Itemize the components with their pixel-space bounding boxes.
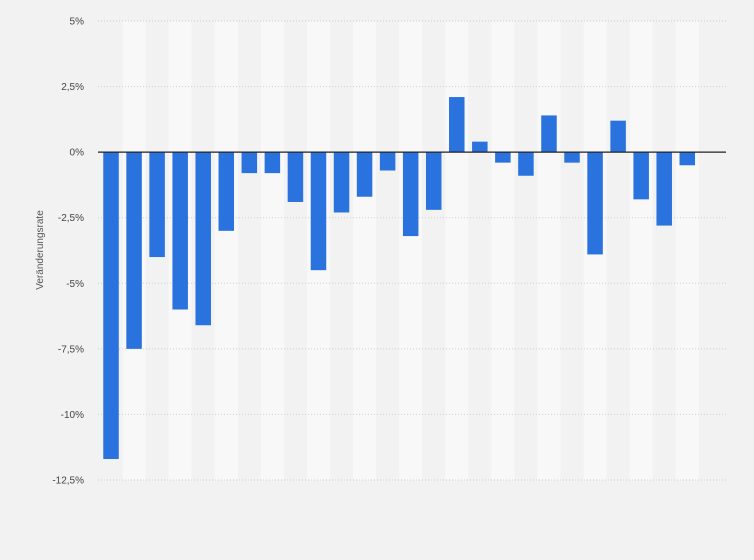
bar — [656, 152, 672, 226]
bar — [264, 152, 281, 174]
column-stripe — [214, 21, 238, 480]
column-stripe — [537, 21, 561, 480]
bar — [333, 152, 350, 213]
y-tick-label: -7,5% — [58, 344, 84, 355]
bar — [287, 152, 304, 202]
y-axis-ticks: 5% 2,5% 0% -2,5% -5% -7,5% -10% -12,5% — [52, 17, 84, 487]
y-tick-label: -10% — [61, 410, 84, 421]
bar — [241, 152, 258, 174]
bar — [172, 152, 188, 310]
column-stripe — [399, 21, 423, 480]
bar — [103, 152, 119, 460]
bar — [218, 152, 235, 231]
bar — [449, 97, 465, 153]
bar — [495, 152, 511, 163]
bar — [679, 152, 696, 166]
bar — [356, 152, 373, 197]
column-stripe — [629, 21, 653, 480]
y-axis-title: Veränderungsrate — [35, 210, 46, 290]
column-stripe — [491, 21, 515, 480]
bar — [518, 152, 534, 176]
bar — [633, 152, 649, 200]
y-tick-label: 5% — [70, 17, 85, 28]
bar — [402, 152, 419, 237]
y-tick-label: -2,5% — [58, 213, 84, 224]
bar — [195, 152, 211, 326]
bar — [425, 152, 442, 210]
column-stripe — [260, 21, 284, 480]
bar — [126, 152, 142, 349]
y-tick-label: -12,5% — [52, 476, 84, 487]
column-stripe — [675, 21, 699, 480]
column-stripe — [445, 21, 469, 480]
bar — [379, 152, 396, 171]
bar — [564, 152, 580, 163]
y-tick-label: 0% — [70, 148, 85, 159]
bar — [541, 115, 557, 153]
y-tick-label: 2,5% — [61, 82, 84, 93]
y-tick-label: -5% — [66, 279, 84, 290]
column-stripes — [122, 21, 699, 480]
bar — [472, 141, 488, 153]
bars — [103, 97, 696, 460]
bar — [310, 152, 327, 271]
column-stripe — [353, 21, 377, 480]
bar — [149, 152, 165, 258]
bar — [610, 120, 626, 153]
bar — [587, 152, 603, 255]
